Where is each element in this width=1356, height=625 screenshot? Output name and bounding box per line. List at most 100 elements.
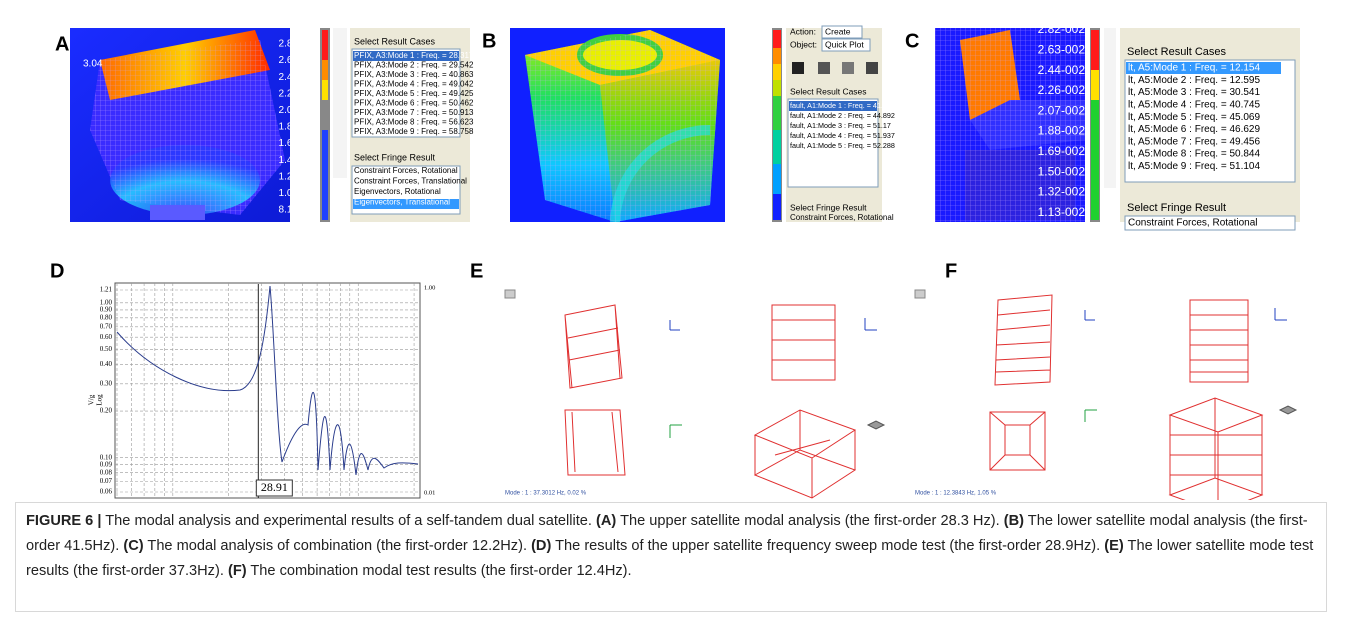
scale-label: 3.29-002	[729, 41, 771, 53]
y-axis-label: Log	[96, 394, 104, 406]
scale-label: 2.82-002	[729, 75, 771, 87]
panel-label: F	[945, 260, 957, 282]
scale-label: 2.26-002	[1038, 83, 1086, 97]
result-case: fault, A1:Mode 4 : Freq. = 51.937	[790, 131, 895, 140]
fringe-item: Eigenvectors, Translational	[354, 198, 450, 207]
result-case: PFIX, A3:Mode 6 : Freq. = 50.462	[354, 99, 474, 108]
result-case: fault, A1:Mode 5 : Freq. = 52.288	[790, 141, 895, 150]
peak-box	[255, 479, 293, 497]
scale-label: 2.43-002	[279, 72, 319, 83]
result-case: lt, A5:Mode 9 : Freq. = 51.104	[1128, 161, 1260, 172]
scale-label: 1.13-002	[1038, 205, 1086, 219]
list-title: Select Result Cases	[1127, 46, 1227, 58]
caption-text: The upper satellite modal analysis (the …	[616, 513, 1004, 529]
fringe-item: Constraint Forces, Rotational	[790, 213, 894, 222]
panel-f-image	[914, 289, 1298, 513]
fringe-item: Constraint Forces, Rotational	[354, 166, 458, 175]
mode-footer: Mode : 1 : 37.3012 Hz, 0.02 %	[505, 491, 587, 497]
scale-label: 1.42-002	[279, 155, 319, 166]
y-tick-label: 0.60	[100, 333, 113, 341]
result-case: PFIX, A3:Mode 1 : Freq. = 28.317	[354, 51, 474, 60]
caption-text: The lower satellite mode test results (t…	[26, 538, 1314, 579]
panel-e-image	[504, 289, 886, 499]
result-case: lt, A5:Mode 3 : Freq. = 30.541	[1128, 87, 1260, 98]
form-label: Action:	[790, 26, 816, 36]
caption-label: (D)	[531, 538, 552, 554]
scale-label: 2.63-002	[279, 55, 319, 66]
panel-d-plot	[114, 282, 421, 499]
y2-tick-label: 1.00	[424, 284, 435, 291]
scale-label: 1.88-002	[729, 142, 771, 154]
list-title: Select Fringe Result	[1127, 202, 1226, 214]
y-tick-label: 0.06	[100, 488, 113, 496]
scale-label: 1.32-002	[1038, 185, 1086, 199]
y-axis-label: V/g	[88, 394, 96, 405]
panel-label: B	[482, 30, 496, 52]
y2-tick-label: 0.01	[424, 489, 435, 496]
scale-label: 2.58-002	[729, 92, 771, 104]
scale-label: 1.62-002	[279, 138, 319, 149]
scale-label: 2.11-002	[729, 125, 770, 137]
y-tick-label: 0.40	[100, 360, 113, 368]
result-case: lt, A5:Mode 7 : Freq. = 49.456	[1128, 136, 1260, 147]
y-tick-label: 0.80	[100, 313, 113, 321]
list-title: Select Result Cases	[354, 36, 436, 46]
result-case: PFIX, A3:Mode 8 : Freq. = 56.623	[354, 118, 474, 127]
form-value: Quick Plot	[825, 39, 864, 49]
result-case: PFIX, A3:Mode 2 : Freq. = 29.542	[354, 61, 474, 70]
result-case: PFIX, A3:Mode 4 : Freq. = 49.042	[354, 80, 474, 89]
result-case: PFIX, A3:Mode 3 : Freq. = 40.863	[354, 70, 474, 79]
scale-label: 2.07-002	[1038, 103, 1086, 117]
scale-label: 1.69-002	[1038, 144, 1086, 158]
y-tick-label: 1.00	[100, 298, 113, 306]
peak-label: 28.91	[261, 480, 288, 494]
list-title: Select Result Cases	[790, 86, 867, 96]
caption-label: (F)	[227, 563, 247, 579]
y-tick-label: 0.10	[100, 453, 113, 461]
result-case: lt, A5:Mode 8 : Freq. = 50.844	[1128, 149, 1260, 160]
figure: A B C D E F 3.04 2.83-002 2.63-002 2.43-002 2.23-0…	[50, 22, 1300, 519]
caption-text: The modal analysis and experimental resu…	[101, 513, 597, 529]
caption-text: The modal analysis of combination (the f…	[143, 538, 532, 554]
y-tick-label: 0.07	[100, 477, 113, 485]
caption-label: (B)	[1003, 513, 1024, 529]
scale-label: 2.44-002	[1038, 63, 1086, 77]
panel-label: C	[905, 30, 919, 52]
result-case: lt, A5:Mode 6 : Freq. = 46.629	[1128, 124, 1260, 135]
result-case: fault, A1:Mode 1 : Freq. = 41.539	[790, 101, 895, 110]
caption-label: (E)	[1104, 538, 1124, 554]
y-tick-label: 0.50	[100, 345, 113, 353]
form-label: Object:	[790, 39, 817, 49]
scale-label: 2.63-002	[1038, 42, 1086, 56]
panel-label: E	[470, 260, 483, 282]
scale-label: 1.41-002	[729, 175, 771, 187]
panel-b-image	[510, 25, 882, 223]
scale-label: 1.50-002	[1038, 164, 1086, 178]
result-case: PFIX, A3:Mode 7 : Freq. = 50.913	[354, 108, 474, 117]
scale-label: 9.39-003	[729, 208, 771, 220]
scale-label: 1.82-002	[279, 122, 319, 133]
scale-label: 1.17-002	[729, 192, 771, 204]
caption-label: FIGURE 6 |	[26, 513, 102, 529]
fringe-item: Eigenvectors, Rotational	[354, 187, 441, 196]
y-tick-label: 0.20	[100, 407, 113, 415]
list-title: Select Fringe Result	[354, 152, 436, 162]
scale-label: 1.01-002	[279, 188, 319, 199]
result-case: PFIX, A3:Mode 9 : Freq. = 58.758	[354, 127, 474, 136]
scale-label: 3.52-002	[729, 25, 771, 37]
fringe-item: Constraint Forces, Rotational	[1128, 218, 1258, 229]
scale-label: 2.82-002	[1038, 22, 1086, 36]
y-tick-label: 1.21	[100, 286, 113, 294]
result-case: lt, A5:Mode 1 : Freq. = 12.154	[1128, 63, 1260, 74]
scale-label: 8.10-003	[279, 205, 319, 216]
panel-label: D	[50, 260, 64, 282]
result-case: lt, A5:Mode 5 : Freq. = 45.069	[1128, 112, 1260, 123]
scale-label: 1.64-002	[729, 158, 771, 170]
scale-label: 1.88-002	[1038, 124, 1086, 138]
caption-text: The lower satellite modal analysis (the …	[26, 513, 1308, 554]
scale-label: 2.83-002	[279, 39, 319, 50]
scale-label: 1.21-002	[279, 171, 319, 182]
y-tick-label: 0.90	[100, 306, 113, 314]
scale-label: 2.35-002	[729, 108, 771, 120]
result-case: fault, A1:Mode 3 : Freq. = 51.17	[790, 121, 891, 130]
